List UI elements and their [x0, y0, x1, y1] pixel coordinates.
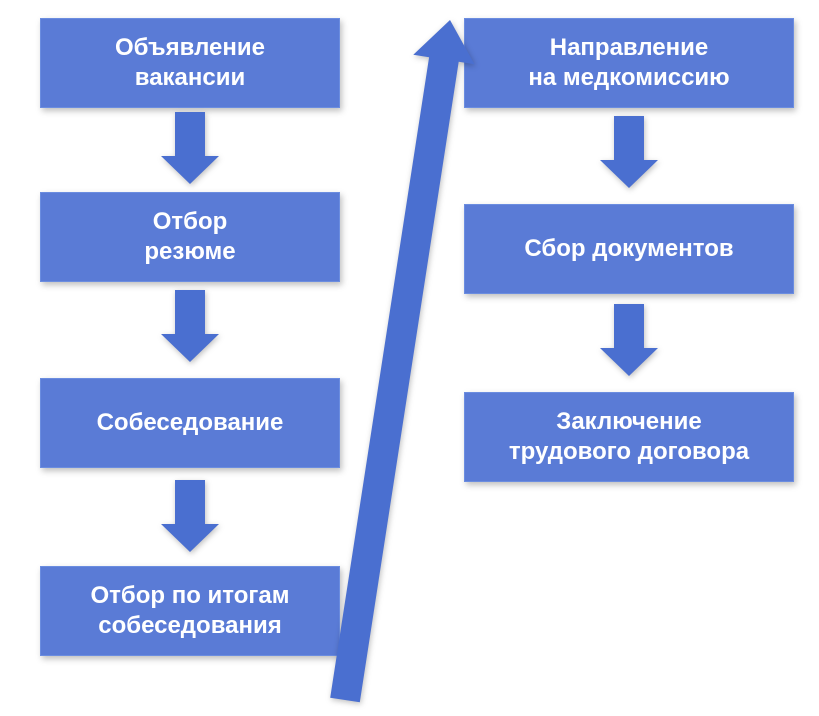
- flow-node-n5: Направление на медкомиссию: [464, 18, 794, 108]
- flow-node-n7: Заключение трудового договора: [464, 392, 794, 482]
- flow-node-n2: Отбор резюме: [40, 192, 340, 282]
- flow-node-n1: Объявление вакансии: [40, 18, 340, 108]
- flow-node-n6: Сбор документов: [464, 204, 794, 294]
- flow-node-n4: Отбор по итогам собеседования: [40, 566, 340, 656]
- flow-node-n3: Собеседование: [40, 378, 340, 468]
